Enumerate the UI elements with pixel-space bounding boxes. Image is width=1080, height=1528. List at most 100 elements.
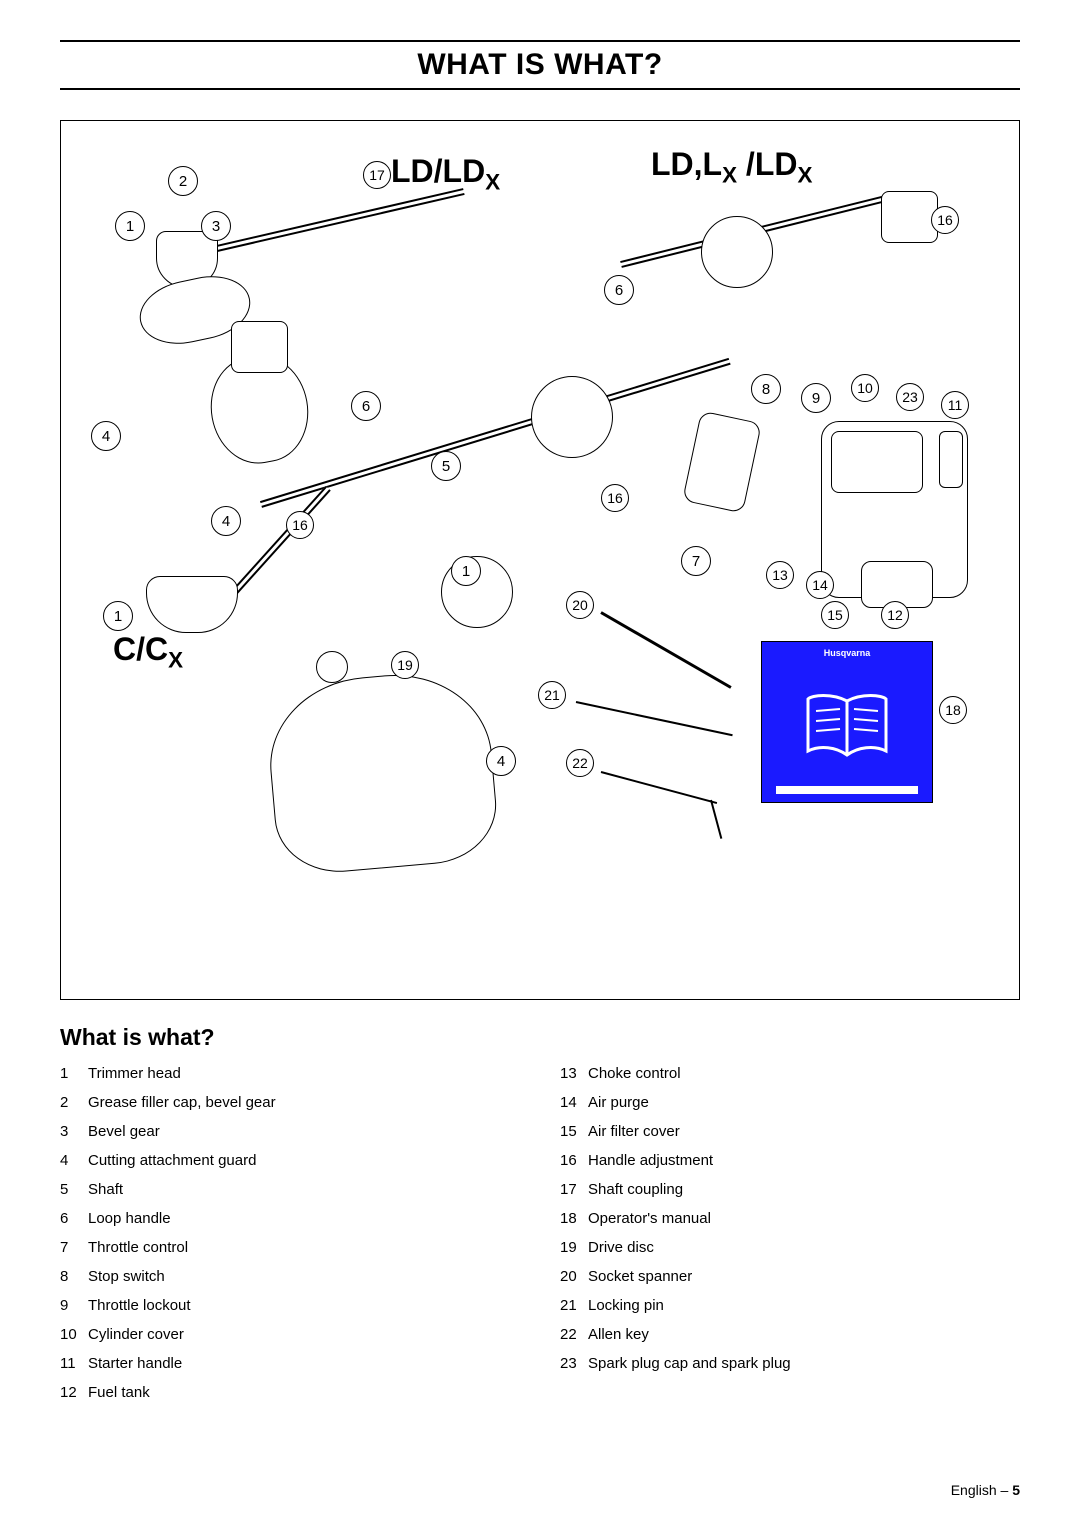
legend-num: 1 [60,1065,88,1082]
callout-7: 7 [681,546,711,576]
legend-text: Socket spanner [588,1268,692,1285]
callout-16: 16 [931,206,959,234]
page-title: WHAT IS WHAT? [60,48,1020,82]
legend-num: 11 [60,1355,88,1372]
sketch-shaft-main [260,358,731,508]
legend-text: Loop handle [88,1210,171,1227]
legend-num: 5 [60,1181,88,1198]
model-b-sub2: X [797,162,812,187]
legend-text: Throttle lockout [88,1297,191,1314]
legend-text: Fuel tank [88,1384,150,1401]
legend-text: Throttle control [88,1239,188,1256]
callout-4: 4 [211,506,241,536]
legend-row: 19Drive disc [560,1239,1020,1256]
model-b-sub1: X [722,162,737,187]
legend-num: 21 [560,1297,588,1314]
model-label-a: LD/LDX [391,153,500,195]
callout-4: 4 [486,746,516,776]
legend-num: 22 [560,1326,588,1343]
callout-1: 1 [115,211,145,241]
legend-num: 16 [560,1152,588,1169]
sketch-allen-2 [710,800,722,839]
legend-num: 3 [60,1123,88,1140]
legend-text: Bevel gear [88,1123,160,1140]
callout-16: 16 [286,511,314,539]
callout-1: 1 [451,556,481,586]
page-footer: English – 5 [951,1482,1020,1498]
callout-22: 22 [566,749,594,777]
model-label-c: C/CX [113,631,183,673]
callout-14: 14 [806,571,834,599]
legend-text: Stop switch [88,1268,165,1285]
legend-row: 1Trimmer head [60,1065,520,1082]
legend-row: 5Shaft [60,1181,520,1198]
callout-11: 11 [941,391,969,419]
legend-text: Drive disc [588,1239,654,1256]
model-b-pre: LD,L [651,146,722,182]
legend-num: 18 [560,1210,588,1227]
sketch-throttle-main [682,411,762,514]
legend-title: What is what? [60,1024,1020,1051]
legend-row: 23Spark plug cap and spark plug [560,1355,1020,1372]
legend-text: Trimmer head [88,1065,181,1082]
legend-text: Shaft coupling [588,1181,683,1198]
callout-23: 23 [896,383,924,411]
callout-19: 19 [391,651,419,679]
sketch-guard-c [263,667,501,878]
legend-row: 10Cylinder cover [60,1326,520,1343]
sketch-allen-1 [601,771,717,804]
sketch-drive-disc [316,651,348,683]
legend-num: 7 [60,1239,88,1256]
legend-row: 21Locking pin [560,1297,1020,1314]
model-c-text: C/C [113,631,168,667]
footer-sep: – [1001,1482,1009,1498]
legend-text: Locking pin [588,1297,664,1314]
legend-text: Starter handle [88,1355,182,1372]
legend-text: Cylinder cover [88,1326,184,1343]
callout-6: 6 [604,275,634,305]
legend-text: Air filter cover [588,1123,680,1140]
legend-row: 7Throttle control [60,1239,520,1256]
legend: 1Trimmer head 2Grease filler cap, bevel g… [60,1065,1020,1413]
callout-9: 9 [801,383,831,413]
legend-text: Choke control [588,1065,681,1082]
legend-row: 6Loop handle [60,1210,520,1227]
manual-brand: Husqvarna [762,648,932,658]
operators-manual-icon: Husqvarna [761,641,933,803]
callout-8: 8 [751,374,781,404]
legend-row: 2Grease filler cap, bevel gear [60,1094,520,1111]
model-c-sub: X [168,647,183,672]
page: WHAT IS WHAT? LD/LDX LD,LX /LDX C/CX [0,0,1080,1528]
sketch-locking-pin [576,701,733,736]
legend-row: 18Operator's manual [560,1210,1020,1227]
sketch-loop-b [701,216,773,288]
legend-num: 15 [560,1123,588,1140]
model-label-b: LD,LX /LDX [651,146,812,188]
legend-num: 10 [60,1326,88,1343]
legend-row: 12Fuel tank [60,1384,520,1401]
callout-5: 5 [431,451,461,481]
sketch-head-c [146,576,238,633]
legend-text: Grease filler cap, bevel gear [88,1094,276,1111]
legend-row: 13Choke control [560,1065,1020,1082]
callout-17: 17 [363,161,391,189]
callout-4: 4 [91,421,121,451]
legend-col-right: 13Choke control14Air purge15Air filter c… [560,1065,1020,1413]
model-b-mid: /LD [737,146,797,182]
legend-row: 20Socket spanner [560,1268,1020,1285]
legend-num: 14 [560,1094,588,1111]
legend-num: 20 [560,1268,588,1285]
legend-col-left: 1Trimmer head 2Grease filler cap, bevel g… [60,1065,520,1413]
legend-num: 6 [60,1210,88,1227]
legend-text: Handle adjustment [588,1152,713,1169]
legend-text: Cutting attachment guard [88,1152,256,1169]
callout-6: 6 [351,391,381,421]
title-underline [60,88,1020,90]
legend-row: 15Air filter cover [560,1123,1020,1140]
legend-row: 8Stop switch [60,1268,520,1285]
callout-12: 12 [881,601,909,629]
sketch-gear-main [231,321,288,373]
legend-num: 19 [560,1239,588,1256]
legend-text: Allen key [588,1326,649,1343]
model-a-text: LD/LD [391,153,485,189]
